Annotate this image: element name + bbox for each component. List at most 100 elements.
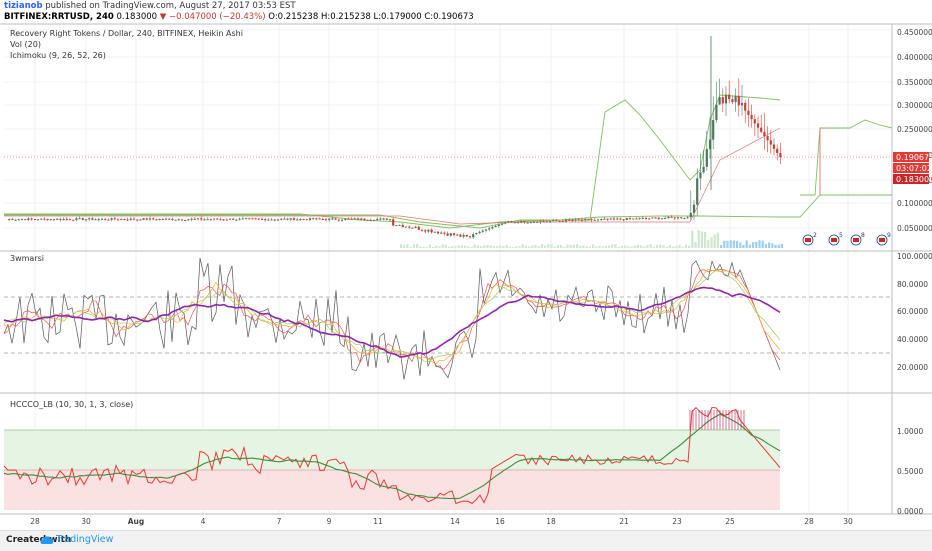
candle-body — [369, 219, 372, 221]
rsi-axis[interactable]: 100.0000 80.0000 60.0000 40.0000 20.0000 — [897, 252, 932, 372]
volume-bar — [540, 244, 543, 248]
candle-body — [408, 226, 411, 228]
volume-bar — [707, 239, 710, 248]
volume-indicator-label[interactable]: Vol (20) — [10, 40, 41, 49]
candle-body — [769, 140, 772, 145]
candle-body — [104, 218, 107, 220]
volume-bar — [521, 244, 524, 248]
candle-body — [622, 219, 625, 221]
candle-body — [120, 219, 123, 221]
volume-bar — [739, 242, 742, 248]
candle-body — [561, 220, 564, 222]
tradingview-brand-link[interactable]: TradingView — [56, 534, 114, 545]
candle-body — [318, 218, 321, 220]
candle-body — [724, 94, 728, 104]
candle-body — [539, 221, 542, 223]
countdown-badge-bg — [893, 163, 929, 173]
volume-bar — [544, 245, 547, 248]
volume-bar — [403, 244, 406, 248]
candle-body — [232, 218, 235, 220]
hccco-axis[interactable]: 1.0000 0.5000 0.0000 — [897, 427, 923, 516]
candle-body — [644, 217, 648, 219]
rsi-tick-label: 40.0000 — [897, 335, 928, 344]
time-axis[interactable]: 28 30 Aug 4 7 9 11 14 16 18 21 23 25 28 30 — [30, 517, 853, 526]
candle-body — [497, 224, 500, 226]
publish-info: published on TradingView.com, August 27,… — [45, 1, 296, 11]
candle-body — [315, 218, 318, 220]
candle-body — [184, 219, 187, 221]
candle-body — [200, 218, 203, 220]
candle-body — [43, 218, 46, 220]
volume-bar — [579, 245, 582, 248]
candle-body — [337, 219, 340, 221]
volume-bar — [694, 242, 697, 248]
ichimoku-leading-span — [800, 119, 893, 196]
candle-body — [555, 220, 558, 222]
candle-body — [731, 99, 734, 103]
volume-bar — [771, 243, 774, 248]
candle-body — [100, 218, 104, 220]
candlesticks[interactable] — [8, 36, 782, 239]
candle-body — [62, 219, 65, 221]
price-tick-label: 0.250000 — [897, 125, 932, 134]
candle-body — [305, 219, 308, 221]
candle-body — [260, 218, 264, 220]
candle-body — [651, 217, 654, 219]
candle-body — [94, 219, 97, 221]
ichimoku-indicator-label[interactable]: Ichimoku (9, 26, 52, 26) — [10, 51, 106, 60]
volume-bar — [572, 244, 575, 248]
candle-body — [459, 234, 462, 237]
candle-body — [379, 218, 382, 220]
price-axis[interactable]: 0.450000 0.400000 0.350000 0.300000 0.250000… — [897, 28, 932, 233]
rsi-raw-line — [3, 257, 781, 380]
rsi-tick-label: 20.0000 — [897, 363, 928, 372]
candle-body — [11, 219, 14, 221]
time-tick-label: Aug — [128, 517, 145, 526]
candle-body — [132, 218, 136, 220]
volume-bar — [665, 246, 668, 248]
candle-body — [78, 218, 81, 220]
candle-body — [683, 217, 686, 219]
candle-body — [430, 229, 433, 233]
candle-body — [529, 222, 532, 224]
volume-bar — [454, 246, 457, 248]
candle-body — [481, 230, 484, 232]
rsi-pane-title[interactable]: 3wmarsi — [10, 254, 45, 263]
volume-bar — [425, 246, 428, 248]
volume-bar — [700, 231, 703, 248]
change-arrow: ▼ — [159, 12, 167, 22]
countdown-badge: 03:07:02 — [896, 164, 932, 173]
main-pane-title[interactable]: Recovery Right Tokens / Dollar, 240, BIT… — [10, 29, 243, 38]
volume-bar — [617, 246, 620, 248]
time-tick-label: 28 — [30, 517, 40, 526]
candle-body — [241, 218, 244, 220]
volume-bar — [566, 244, 569, 248]
candle-body — [158, 218, 161, 220]
candle-body — [116, 219, 120, 221]
candle-body — [187, 219, 190, 221]
volume-bar — [464, 245, 467, 248]
event-flags[interactable]: 2 5 8 9 — [802, 232, 891, 246]
candle-body — [302, 219, 305, 221]
candle-body — [776, 148, 779, 154]
candle-body — [88, 218, 91, 220]
volume-bar — [713, 234, 716, 248]
candle-body — [692, 204, 696, 213]
price-tick-label: 0.400000 — [897, 53, 932, 62]
candle-body — [510, 221, 513, 223]
time-tick-label: 16 — [495, 517, 505, 526]
rsi-lines — [3, 257, 781, 380]
volume-bar — [480, 246, 483, 248]
hccco-pane-title[interactable]: HCCCO_LB (10, 30, 1, 3, close) — [10, 400, 134, 409]
symbol-name[interactable]: BITFINEX:RRTUSD, 240 — [4, 12, 114, 22]
candle-body — [779, 153, 782, 158]
ohlc-values: O:0.215238 H:0.215238 L:0.179000 C:0.190… — [268, 12, 474, 22]
author-link[interactable]: tizianob — [4, 1, 43, 11]
volume-bar — [710, 237, 713, 248]
candle-body — [440, 232, 443, 234]
candle-body — [129, 218, 132, 220]
volume-bar — [400, 244, 403, 248]
candle-body — [14, 219, 17, 221]
time-tick-label: 9 — [327, 517, 332, 526]
